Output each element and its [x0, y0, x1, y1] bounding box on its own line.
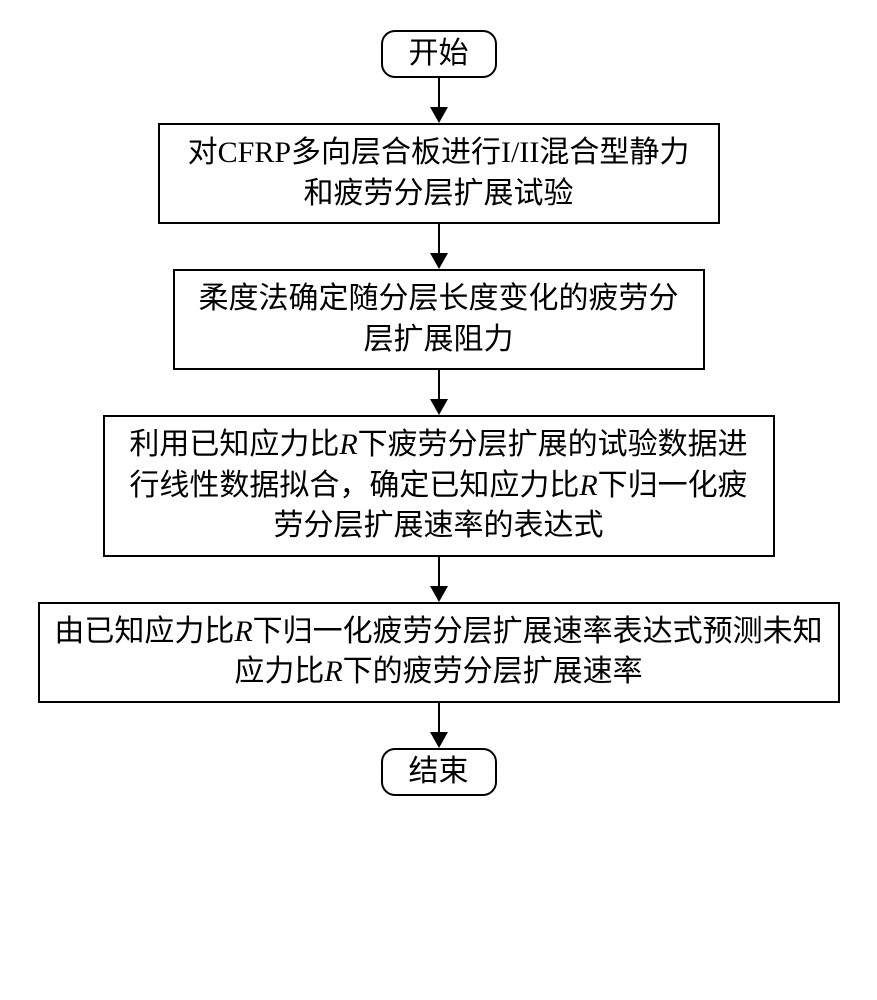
process-step-2: 柔度法确定随分层长度变化的疲劳分层扩展阻力: [173, 269, 705, 370]
arrow-4: [430, 557, 448, 602]
process-step-3: 利用已知应力比R下疲劳分层扩展的试验数据进行线性数据拟合，确定已知应力比R下归一…: [103, 415, 775, 557]
arrow-head-icon: [430, 107, 448, 123]
arrow-5: [430, 703, 448, 748]
arrow-head-icon: [430, 399, 448, 415]
end-label: 结束: [409, 755, 469, 788]
arrow-3: [430, 370, 448, 415]
arrow-line: [438, 703, 440, 733]
arrow-line: [438, 78, 440, 108]
process-step-4-text: 由已知应力比R下归一化疲劳分层扩展速率表达式预测未知应力比R下的疲劳分层扩展速率: [54, 615, 822, 689]
start-terminator: 开始: [381, 30, 497, 78]
arrow-2: [430, 224, 448, 269]
arrow-line: [438, 224, 440, 254]
arrow-line: [438, 370, 440, 400]
arrow-head-icon: [430, 732, 448, 748]
arrow-head-icon: [430, 253, 448, 269]
arrow-1: [430, 78, 448, 123]
arrow-line: [438, 557, 440, 587]
end-terminator: 结束: [381, 748, 497, 796]
flowchart-container: 开始 对CFRP多向层合板进行I/II混合型静力和疲劳分层扩展试验 柔度法确定随…: [0, 0, 877, 826]
arrow-head-icon: [430, 586, 448, 602]
process-step-4: 由已知应力比R下归一化疲劳分层扩展速率表达式预测未知应力比R下的疲劳分层扩展速率: [38, 602, 840, 703]
start-label: 开始: [409, 37, 469, 70]
process-step-3-text: 利用已知应力比R下疲劳分层扩展的试验数据进行线性数据拟合，确定已知应力比R下归一…: [129, 428, 747, 542]
process-step-2-text: 柔度法确定随分层长度变化的疲劳分层扩展阻力: [199, 282, 679, 356]
process-step-1: 对CFRP多向层合板进行I/II混合型静力和疲劳分层扩展试验: [158, 123, 720, 224]
process-step-1-text: 对CFRP多向层合板进行I/II混合型静力和疲劳分层扩展试验: [188, 136, 690, 210]
